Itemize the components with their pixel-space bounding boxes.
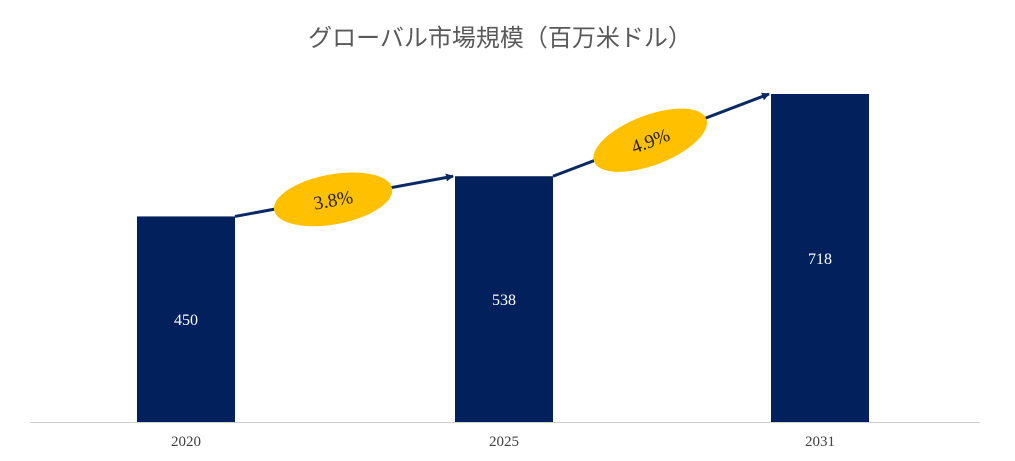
data-label-2020: 450 (174, 312, 198, 329)
cagr-ellipse (593, 108, 707, 172)
x-tick-2031: 2031 (805, 434, 835, 450)
chart-title: グローバル市場規模（百万米ドル） (308, 24, 692, 52)
cagr-badge-2: 4.9% (593, 108, 707, 172)
bar-2020 (137, 216, 235, 422)
cagr-badge-1: 3.8% (273, 172, 393, 227)
bar-2025 (455, 176, 553, 422)
bar-2031 (771, 94, 869, 422)
data-label-2031: 718 (808, 251, 832, 268)
data-label-2025: 538 (492, 292, 516, 309)
x-tick-2025: 2025 (489, 434, 519, 450)
x-tick-2020: 2020 (171, 434, 201, 450)
cagr-ellipse (273, 172, 393, 227)
